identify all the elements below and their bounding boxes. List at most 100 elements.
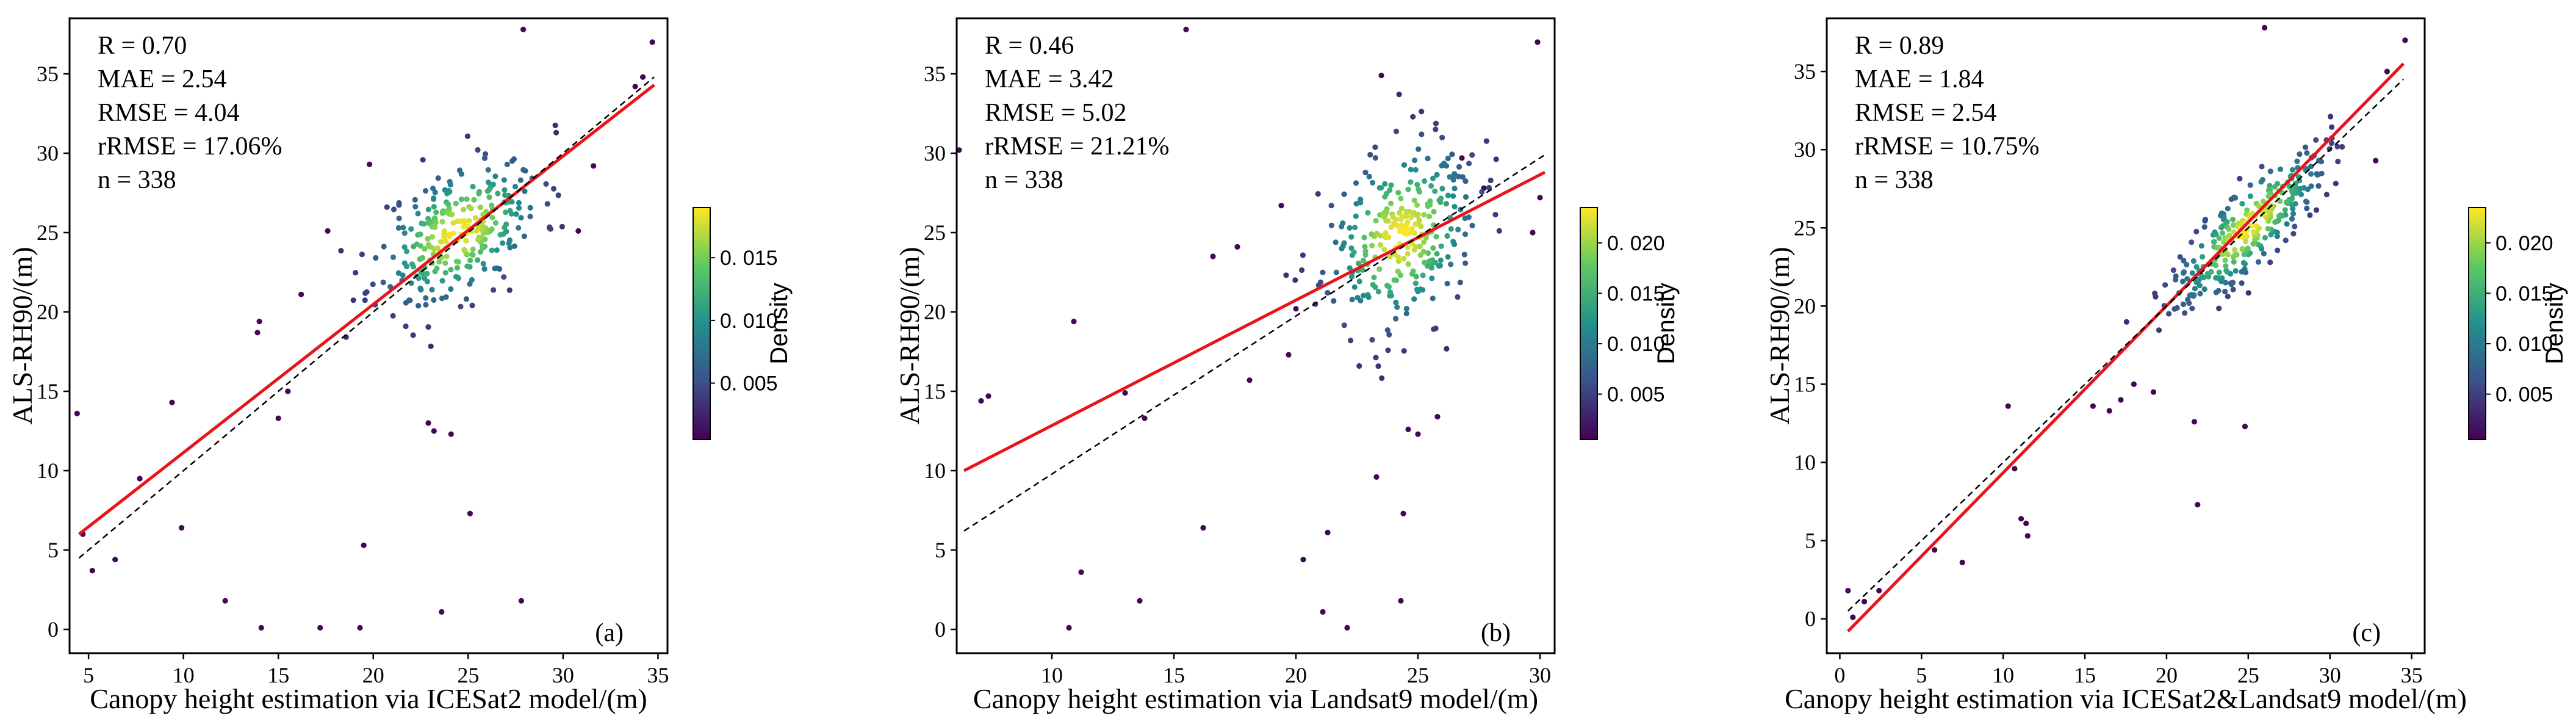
data-point: [2223, 263, 2229, 269]
data-point: [1348, 338, 1354, 344]
data-point: [1377, 242, 1384, 248]
data-point: [2024, 533, 2031, 539]
data-point: [2216, 269, 2222, 275]
data-point: [1416, 189, 1422, 195]
data-point: [2328, 140, 2335, 147]
data-point: [1433, 120, 1439, 126]
data-point: [384, 204, 390, 210]
data-point: [492, 173, 498, 179]
data-point: [2290, 206, 2296, 212]
data-point: [1421, 239, 1427, 245]
data-point: [137, 476, 143, 482]
data-point: [2156, 327, 2162, 333]
data-point: [1428, 183, 1434, 189]
data-point: [2213, 275, 2219, 281]
data-point: [1437, 257, 1444, 263]
data-point: [1378, 185, 1384, 191]
plot-frame-b: [955, 17, 1556, 654]
data-point: [469, 302, 475, 308]
data-point: [2335, 159, 2341, 165]
data-point: [1355, 295, 1361, 301]
data-point: [1366, 173, 1372, 179]
data-point: [2181, 258, 2187, 264]
data-point: [1361, 292, 1367, 299]
data-point: [1411, 197, 1417, 203]
data-point: [1438, 243, 1444, 249]
data-point: [1378, 73, 1384, 79]
data-point: [2244, 228, 2250, 234]
data-point: [1447, 174, 1453, 180]
data-point: [1398, 216, 1404, 222]
data-point: [401, 230, 408, 236]
data-point: [2226, 226, 2232, 232]
data-point: [1362, 248, 1369, 255]
data-point: [956, 147, 962, 153]
data-point: [1412, 280, 1419, 286]
data-point: [2284, 221, 2290, 227]
data-point: [2193, 228, 2200, 234]
data-point: [649, 39, 655, 45]
y-tick-label: 30: [37, 141, 59, 165]
colorbar-title-b: Density: [1653, 283, 1680, 364]
data-point: [1386, 234, 1392, 241]
data-point: [1450, 193, 1456, 199]
data-point: [2226, 233, 2232, 239]
data-point: [1398, 205, 1405, 212]
data-point: [1315, 191, 1321, 197]
data-point: [2131, 381, 2137, 388]
x-tick-label: 25: [1407, 663, 1429, 687]
data-point: [1449, 151, 1455, 157]
data-point: [453, 258, 460, 264]
data-point: [1444, 346, 1450, 352]
stat-r-a: R = 0.70: [98, 32, 187, 60]
data-point: [2265, 226, 2271, 232]
data-point: [425, 324, 431, 330]
data-point: [1426, 213, 1433, 220]
data-point: [1493, 156, 1499, 162]
data-point: [416, 303, 422, 309]
data-point: [1325, 529, 1331, 536]
data-point: [1419, 131, 1425, 137]
x-tick-label: 35: [2401, 663, 2423, 687]
data-point: [2289, 201, 2295, 208]
fit-line-b: [963, 170, 1546, 472]
data-point: [2255, 259, 2262, 265]
data-point: [1403, 306, 1409, 312]
data-point: [1850, 614, 1856, 620]
data-point: [502, 225, 508, 231]
data-point: [2303, 198, 2309, 205]
data-point: [1398, 598, 1404, 604]
data-point: [2174, 305, 2180, 311]
data-point: [2267, 183, 2273, 189]
data-point: [463, 296, 470, 302]
data-point: [2402, 37, 2408, 43]
colorbar-tick-label: 0. 010: [2495, 333, 2553, 356]
x-tick-label: 0: [1834, 663, 1845, 687]
data-point: [2230, 286, 2236, 292]
colorbar-title-c: Density: [2541, 283, 2568, 364]
data-point: [1344, 624, 1350, 631]
data-point: [1876, 587, 1882, 594]
data-point: [2185, 297, 2191, 303]
data-point: [1286, 352, 1292, 358]
data-point: [2177, 254, 2183, 260]
data-point: [1398, 195, 1404, 201]
data-point: [428, 343, 434, 349]
data-point: [1433, 126, 1439, 132]
data-point: [2256, 203, 2262, 209]
data-point: [2182, 310, 2188, 316]
data-point: [1444, 280, 1450, 287]
data-point: [1432, 188, 1438, 194]
data-point: [1365, 292, 1371, 298]
data-point: [477, 205, 483, 211]
stat-rmse-a: RMSE = 4.04: [98, 99, 240, 127]
data-point: [467, 510, 473, 516]
panel-b: 10 15 20 25 30 0 5 10 15 20 25 30 35 R = 0.46 MAE =…: [894, 17, 1680, 714]
data-point: [2315, 183, 2322, 189]
data-point: [2384, 68, 2390, 74]
data-point: [2232, 252, 2238, 258]
y-tick-label: 35: [924, 62, 946, 86]
data-point: [1358, 200, 1364, 206]
data-point: [1328, 222, 1334, 228]
data-point: [1347, 265, 1353, 271]
